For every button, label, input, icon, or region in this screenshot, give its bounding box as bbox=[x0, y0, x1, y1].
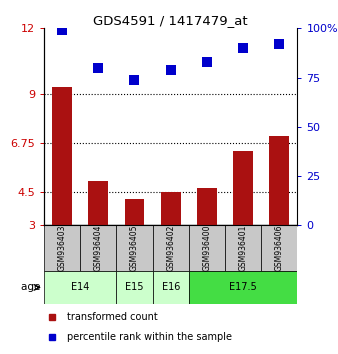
Point bbox=[132, 77, 137, 82]
Bar bbox=[161, 192, 180, 225]
Bar bbox=[44, 271, 116, 304]
Text: percentile rank within the sample: percentile rank within the sample bbox=[67, 332, 232, 342]
Text: E17.5: E17.5 bbox=[229, 282, 257, 292]
Bar bbox=[44, 225, 80, 271]
Point bbox=[168, 67, 173, 73]
Point bbox=[96, 65, 101, 70]
Bar bbox=[189, 271, 297, 304]
Text: GSM936404: GSM936404 bbox=[94, 225, 103, 271]
Text: GSM936402: GSM936402 bbox=[166, 225, 175, 271]
Bar bbox=[225, 225, 261, 271]
Bar bbox=[269, 136, 289, 225]
Text: GSM936400: GSM936400 bbox=[202, 225, 211, 271]
Bar bbox=[116, 225, 152, 271]
Title: GDS4591 / 1417479_at: GDS4591 / 1417479_at bbox=[93, 14, 248, 27]
Text: GSM936406: GSM936406 bbox=[275, 225, 284, 271]
Point bbox=[59, 28, 65, 33]
Bar bbox=[233, 151, 253, 225]
Bar bbox=[152, 271, 189, 304]
Bar bbox=[116, 271, 152, 304]
Text: GSM936403: GSM936403 bbox=[57, 225, 67, 271]
Bar bbox=[52, 87, 72, 225]
Bar bbox=[124, 199, 144, 225]
Bar bbox=[189, 225, 225, 271]
Point bbox=[204, 59, 210, 65]
Bar bbox=[80, 225, 116, 271]
Text: GSM936405: GSM936405 bbox=[130, 225, 139, 271]
Bar bbox=[197, 188, 217, 225]
Bar bbox=[88, 182, 108, 225]
Text: age: age bbox=[21, 282, 44, 292]
Bar bbox=[261, 225, 297, 271]
Text: GSM936401: GSM936401 bbox=[239, 225, 248, 271]
Point bbox=[240, 45, 246, 51]
Text: transformed count: transformed count bbox=[67, 312, 158, 322]
Text: E16: E16 bbox=[162, 282, 180, 292]
Text: E14: E14 bbox=[71, 282, 89, 292]
Point bbox=[276, 41, 282, 47]
Text: E15: E15 bbox=[125, 282, 144, 292]
Bar bbox=[152, 225, 189, 271]
